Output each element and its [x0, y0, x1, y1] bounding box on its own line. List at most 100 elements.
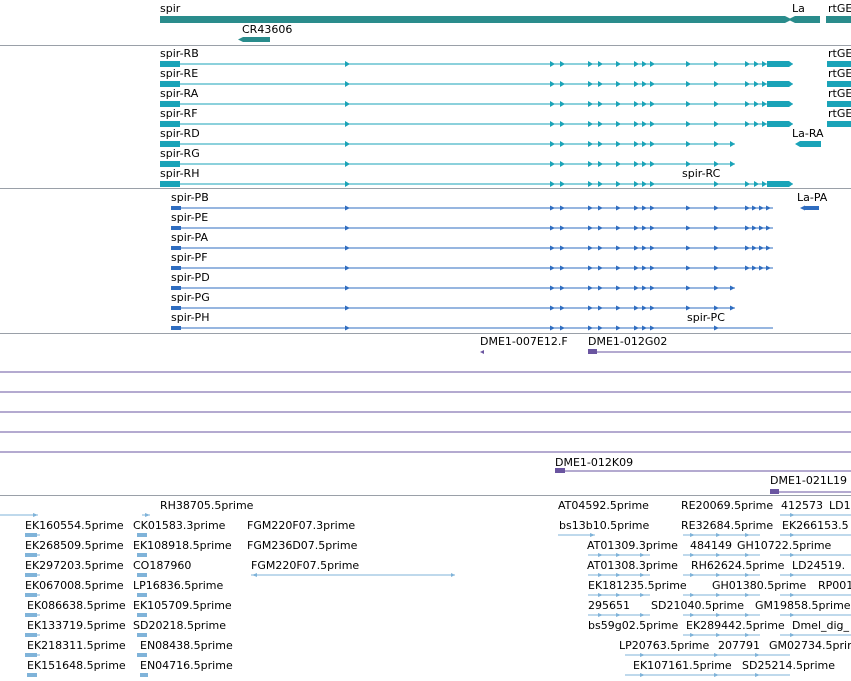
- transcript-label[interactable]: spir-RE: [160, 67, 199, 80]
- est-label[interactable]: EN04716.5prime: [140, 659, 233, 672]
- est-label[interactable]: 295651: [588, 599, 630, 612]
- clone-label[interactable]: DME1-007E12.F: [480, 335, 568, 348]
- est-label[interactable]: AT04592.5prime: [558, 499, 649, 512]
- est-label[interactable]: EK108918.5prime: [133, 539, 232, 552]
- est-label[interactable]: SD20218.5prime: [133, 619, 226, 632]
- exon-arrow: [745, 553, 750, 557]
- est-label[interactable]: SD25214.5prime: [742, 659, 835, 672]
- est-label[interactable]: AT01308.3prime: [587, 559, 678, 572]
- transcript-label[interactable]: rtGE: [828, 87, 851, 100]
- est-label[interactable]: FGM220F07.5prime: [251, 559, 360, 572]
- exon-arrow: [716, 633, 721, 637]
- est-label[interactable]: EK133719.5prime: [27, 619, 126, 632]
- exon-arrow: [634, 305, 639, 311]
- est-label[interactable]: EN08438.5prime: [140, 639, 233, 652]
- est-label[interactable]: EK105709.5prime: [133, 599, 232, 612]
- clone-label[interactable]: DME1-021L19: [770, 474, 847, 487]
- est-label[interactable]: EK151648.5prime: [27, 659, 126, 672]
- est-label[interactable]: CO187960: [133, 559, 192, 572]
- est-label[interactable]: FGM236D07.5prime: [247, 539, 358, 552]
- transcript-label[interactable]: rtGE: [828, 107, 851, 120]
- est-label[interactable]: 412573: [781, 499, 823, 512]
- protein-label[interactable]: La-PA: [797, 191, 828, 204]
- exon-arrow: [345, 325, 350, 331]
- est-label[interactable]: bs59g02.5prime: [588, 619, 679, 632]
- est-label[interactable]: RE20069.5prime: [681, 499, 774, 512]
- exon-arrow: [650, 225, 655, 231]
- est-label[interactable]: RH38705.5prime: [160, 499, 254, 512]
- est-label[interactable]: EK289442.5prime: [686, 619, 785, 632]
- exon-arrow: [714, 245, 719, 251]
- clone-label[interactable]: DME1-012K09: [555, 456, 634, 469]
- protein-label[interactable]: spir-PF: [171, 251, 208, 264]
- est-label[interactable]: LD1: [829, 499, 851, 512]
- exon-arrow: [714, 285, 719, 291]
- transcript-utr-block: [767, 81, 789, 87]
- transcript-label[interactable]: spir-RA: [160, 87, 199, 100]
- est-label[interactable]: GH10722.5prime: [737, 539, 832, 552]
- est-label[interactable]: LP16836.5prime: [133, 579, 224, 592]
- est-label[interactable]: SD21040.5prime: [651, 599, 744, 612]
- exon-arrow: [762, 81, 767, 87]
- exon-arrow: [640, 673, 645, 677]
- transcript-label[interactable]: spir-RD: [160, 127, 200, 140]
- exon-arrow: [451, 573, 455, 577]
- est-label[interactable]: LP20763.5prime: [619, 639, 710, 652]
- protein-block: [171, 246, 181, 250]
- est-label[interactable]: EK268509.5prime: [25, 539, 124, 552]
- protein-label[interactable]: spir-PB: [171, 191, 209, 204]
- transcript-label[interactable]: rtGE: [828, 47, 851, 60]
- transcript-label[interactable]: spir-RB: [160, 47, 199, 60]
- protein-label[interactable]: spir-PA: [171, 231, 209, 244]
- est-label[interactable]: EK297203.5prime: [25, 559, 124, 572]
- est-label[interactable]: CK01583.3prime: [133, 519, 226, 532]
- est-label[interactable]: GH01380.5prime: [712, 579, 807, 592]
- est-label[interactable]: AT01309.3prime: [587, 539, 678, 552]
- clone-end-marker: [480, 350, 484, 354]
- exon-arrow: [616, 265, 621, 271]
- est-label[interactable]: Dmel_dig_: [792, 619, 850, 632]
- transcript-label[interactable]: rtGE: [828, 67, 851, 80]
- transcript-label[interactable]: spir-RC: [682, 167, 721, 180]
- protein-label[interactable]: spir-PC: [687, 311, 725, 324]
- est-label[interactable]: 207791: [718, 639, 760, 652]
- protein-label[interactable]: spir-PG: [171, 291, 210, 304]
- exon-arrow: [642, 101, 647, 107]
- exon-arrow: [634, 141, 639, 147]
- est-label[interactable]: EK067008.5prime: [25, 579, 124, 592]
- est-label[interactable]: RP001: [818, 579, 851, 592]
- est-label[interactable]: bs13b10.5prime: [559, 519, 650, 532]
- transcript-label[interactable]: spir-RF: [160, 107, 198, 120]
- exon-arrow: [686, 245, 691, 251]
- protein-label[interactable]: spir-PD: [171, 271, 210, 284]
- protein-label[interactable]: spir-PE: [171, 211, 209, 224]
- transcript-utr-block: [160, 181, 180, 187]
- est-label[interactable]: LD24519.: [792, 559, 846, 572]
- gene-label-la[interactable]: La: [792, 2, 805, 15]
- exon-arrow: [789, 101, 793, 107]
- est-label[interactable]: GM19858.5prime: [755, 599, 851, 612]
- est-label[interactable]: RE32684.5prime: [681, 519, 774, 532]
- gene-label-spir[interactable]: spir: [160, 2, 181, 15]
- transcript-label[interactable]: spir-RG: [160, 147, 200, 160]
- transcript-utr-block: [800, 141, 821, 147]
- gene-label-rtge[interactable]: rtGE: [828, 2, 851, 15]
- est-label[interactable]: GM02734.5prime: [769, 639, 851, 652]
- est-label[interactable]: RH62624.5prime: [691, 559, 785, 572]
- est-label[interactable]: EK266153.5: [782, 519, 849, 532]
- est-label[interactable]: EK107161.5prime: [633, 659, 732, 672]
- exon-arrow: [686, 81, 691, 87]
- est-label[interactable]: EK181235.5prime: [588, 579, 687, 592]
- exon-arrow: [642, 181, 647, 187]
- protein-label[interactable]: spir-PH: [171, 311, 210, 324]
- transcript-label[interactable]: spir-RH: [160, 167, 200, 180]
- est-label[interactable]: FGM220F07.3prime: [247, 519, 356, 532]
- est-label[interactable]: EK086638.5prime: [27, 599, 126, 612]
- est-label[interactable]: 484149: [690, 539, 732, 552]
- clone-label[interactable]: DME1-012G02: [588, 335, 668, 348]
- est-label[interactable]: EK160554.5prime: [25, 519, 124, 532]
- est-label[interactable]: EK218311.5prime: [27, 639, 126, 652]
- est-block: [25, 533, 37, 537]
- transcript-label[interactable]: La-RA: [792, 127, 824, 140]
- gene-label-cr43606[interactable]: CR43606: [242, 23, 293, 36]
